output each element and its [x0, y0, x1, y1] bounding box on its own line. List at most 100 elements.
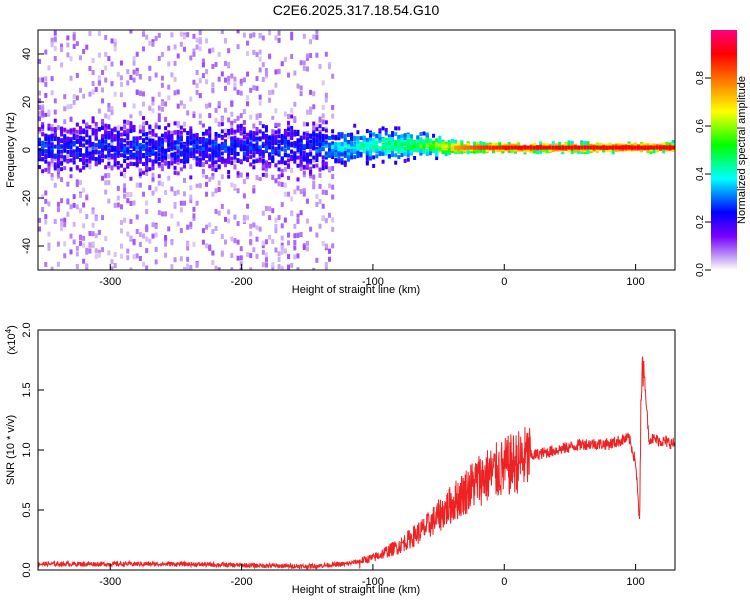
heatmap-cell — [287, 131, 291, 136]
heatmap-cell — [211, 260, 215, 266]
heatmap-cell — [138, 142, 142, 147]
heatmap-cell — [280, 249, 284, 255]
heatmap-cell — [176, 103, 180, 109]
heatmap-cell — [246, 40, 250, 46]
heatmap-cell — [362, 143, 366, 148]
heatmap-cell — [214, 141, 218, 146]
heatmap-cell — [498, 142, 502, 147]
heatmap-cell — [252, 131, 256, 136]
snr-ylabel: SNR (10 * v/v) — [5, 415, 17, 485]
heatmap-cell — [302, 135, 306, 140]
heatmap-cell — [82, 223, 86, 229]
heatmap-cell — [246, 145, 250, 150]
heatmap-cell — [63, 135, 67, 140]
heatmap-cell — [85, 263, 89, 269]
heatmap-cell — [624, 145, 628, 150]
heatmap-cell — [195, 158, 199, 163]
heatmap-cell — [312, 164, 316, 169]
heatmap-cell — [233, 147, 237, 152]
heatmap-cell — [671, 140, 675, 145]
heatmap-cell — [280, 202, 284, 208]
heatmap-cell — [167, 161, 171, 166]
heatmap-cell — [324, 262, 328, 268]
heatmap-cell — [249, 239, 253, 245]
heatmap-cell — [460, 142, 464, 147]
heatmap-cell — [372, 155, 376, 160]
heatmap-cell — [56, 138, 60, 143]
heatmap-cell — [220, 71, 224, 77]
heatmap-cell — [78, 180, 82, 186]
heatmap-cell — [447, 142, 451, 147]
heatmap-cell — [119, 60, 123, 66]
heatmap-cell — [236, 158, 240, 163]
heatmap-cell — [233, 214, 237, 220]
snr-frame — [37, 329, 676, 571]
heatmap-cell — [274, 228, 278, 234]
heatmap-cell — [123, 153, 127, 158]
heatmap-cell — [53, 46, 57, 52]
heatmap-cell — [403, 151, 407, 156]
heatmap-cell — [179, 228, 183, 234]
heatmap-cell — [160, 158, 164, 163]
heatmap-cell — [135, 253, 139, 259]
heatmap-cell — [312, 135, 316, 140]
heatmap-cell — [268, 143, 272, 148]
heatmap-cell — [397, 134, 401, 139]
heatmap-cell — [113, 91, 117, 97]
heatmap-cell — [441, 141, 445, 146]
heatmap-cell — [545, 145, 549, 150]
heatmap-cell — [331, 152, 335, 157]
heatmap-cell — [214, 226, 218, 232]
heatmap-cell — [129, 200, 133, 206]
heatmap-cell — [287, 240, 291, 246]
heatmap-cell — [164, 211, 168, 217]
heatmap-cell — [378, 131, 382, 136]
heatmap-cell — [170, 143, 174, 148]
heatmap-cell — [394, 160, 398, 165]
heatmap-cell — [132, 147, 136, 152]
heatmap-cell — [277, 152, 281, 157]
heatmap-cell — [44, 149, 48, 154]
heatmap-cell — [60, 154, 64, 159]
heatmap-cell — [173, 130, 177, 135]
heatmap-cell — [315, 30, 319, 35]
heatmap-cell — [44, 49, 48, 55]
heatmap-cell — [129, 235, 133, 241]
heatmap-cell — [123, 138, 127, 143]
heatmap-cell — [201, 239, 205, 245]
heatmap-cell — [47, 231, 51, 237]
snr-xtick-label: 100 — [626, 576, 644, 588]
heatmap-cell — [107, 161, 111, 166]
heatmap-cell — [69, 137, 73, 142]
heatmap-cell — [283, 248, 287, 254]
heatmap-cell — [75, 140, 79, 145]
heatmap-cell — [261, 124, 265, 129]
heatmap-cell — [182, 149, 186, 154]
heatmap-cell — [63, 138, 67, 143]
heatmap-cell — [142, 261, 146, 267]
heatmap-cell — [293, 141, 297, 146]
heatmap-cell — [551, 145, 555, 150]
heatmap-cell — [671, 147, 675, 152]
heatmap-cell — [154, 133, 158, 138]
heatmap-cell — [274, 69, 278, 75]
heatmap-cell — [255, 236, 259, 242]
heatmap-cell — [138, 90, 142, 96]
heatmap-cell — [164, 235, 168, 241]
heatmap-cell — [91, 222, 95, 228]
heatmap-cell — [397, 126, 401, 131]
heatmap-cell — [88, 230, 92, 236]
heatmap-cell — [227, 155, 231, 160]
heatmap-cell — [192, 79, 196, 85]
heatmap-cell — [182, 200, 186, 206]
heatmap-cell — [195, 262, 199, 268]
heatmap-cell — [60, 139, 64, 144]
heatmap-cell — [110, 106, 114, 112]
heatmap-cell — [287, 175, 291, 180]
heatmap-cell — [129, 218, 133, 224]
heatmap-cell — [331, 243, 335, 249]
heatmap-cell — [280, 140, 284, 145]
heatmap-cell — [290, 211, 294, 217]
heatmap-cell — [573, 145, 577, 150]
heatmap-cell — [309, 139, 313, 144]
